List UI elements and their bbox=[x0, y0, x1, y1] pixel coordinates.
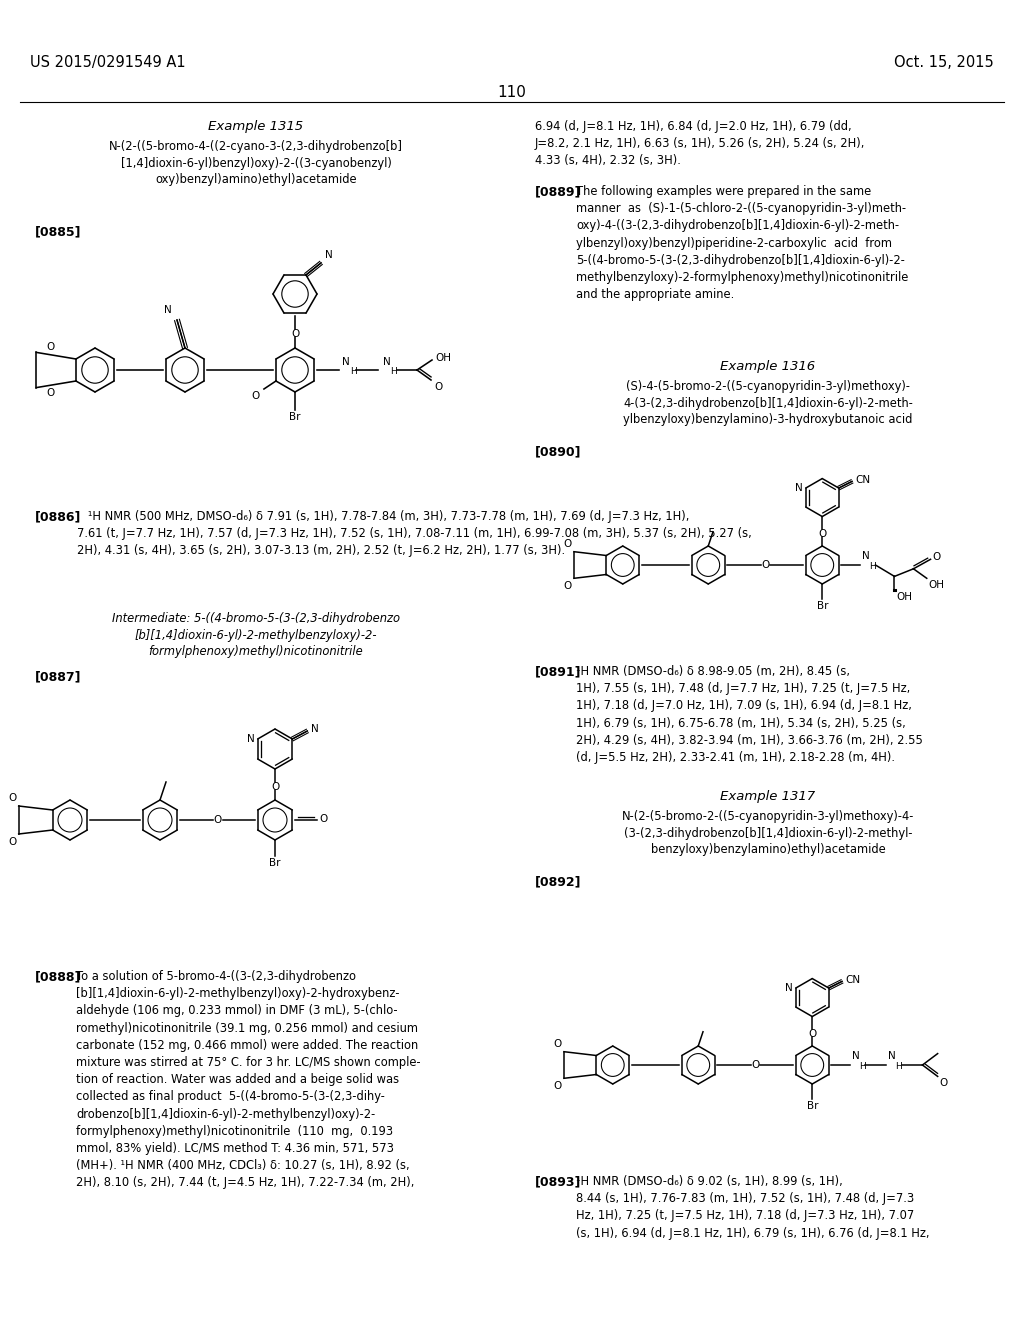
Text: H: H bbox=[350, 367, 356, 376]
Text: [0887]: [0887] bbox=[35, 671, 82, 682]
Text: Br: Br bbox=[269, 858, 281, 869]
Text: ¹H NMR (DMSO-d₆) δ 8.98-9.05 (m, 2H), 8.45 (s,
1H), 7.55 (s, 1H), 7.48 (d, J=7.7: ¹H NMR (DMSO-d₆) δ 8.98-9.05 (m, 2H), 8.… bbox=[575, 665, 923, 764]
Text: N-(2-((5-bromo-4-((2-cyano-3-(2,3-dihydrobenzo[b]
[1,4]dioxin-6-yl)benzyl)oxy)-2: N-(2-((5-bromo-4-((2-cyano-3-(2,3-dihydr… bbox=[109, 140, 403, 186]
Text: O: O bbox=[554, 1081, 562, 1092]
Text: H: H bbox=[895, 1063, 902, 1072]
Text: O: O bbox=[271, 781, 280, 792]
Text: N: N bbox=[311, 723, 319, 734]
Text: Oct. 15, 2015: Oct. 15, 2015 bbox=[894, 55, 994, 70]
Text: O: O bbox=[933, 552, 941, 562]
Text: O: O bbox=[564, 581, 572, 591]
Text: Br: Br bbox=[816, 601, 828, 611]
Text: [0885]: [0885] bbox=[35, 224, 82, 238]
Text: To a solution of 5-bromo-4-((3-(2,3-dihydrobenzo
[b][1,4]dioxin-6-yl)-2-methylbe: To a solution of 5-bromo-4-((3-(2,3-dihy… bbox=[76, 970, 421, 1189]
Text: N: N bbox=[342, 356, 350, 367]
Text: [0893]: [0893] bbox=[535, 1175, 582, 1188]
Text: O: O bbox=[46, 388, 54, 399]
Text: N-(2-(5-bromo-2-((5-cyanopyridin-3-yl)methoxy)-4-
(3-(2,3-dihydrobenzo[b][1,4]di: N-(2-(5-bromo-2-((5-cyanopyridin-3-yl)me… bbox=[622, 810, 914, 855]
Text: Example 1315: Example 1315 bbox=[209, 120, 303, 133]
Text: O: O bbox=[252, 391, 260, 401]
Text: CN: CN bbox=[846, 975, 861, 986]
Text: Example 1316: Example 1316 bbox=[721, 360, 815, 374]
Text: O: O bbox=[564, 539, 572, 549]
Text: O: O bbox=[319, 814, 328, 824]
Text: N: N bbox=[888, 1051, 896, 1061]
Text: O: O bbox=[818, 528, 826, 539]
Text: N: N bbox=[325, 249, 333, 260]
Text: Example 1317: Example 1317 bbox=[721, 789, 815, 803]
Text: O: O bbox=[8, 793, 16, 803]
Text: O: O bbox=[808, 1028, 816, 1039]
Text: O: O bbox=[434, 381, 442, 392]
Text: ¹H NMR (500 MHz, DMSO-d₆) δ 7.91 (s, 1H), 7.78-7.84 (m, 3H), 7.73-7.78 (m, 1H), : ¹H NMR (500 MHz, DMSO-d₆) δ 7.91 (s, 1H)… bbox=[77, 510, 752, 557]
Text: OH: OH bbox=[896, 591, 912, 602]
Text: O: O bbox=[291, 329, 299, 339]
Text: N: N bbox=[852, 1051, 860, 1061]
Text: Br: Br bbox=[807, 1101, 818, 1111]
Text: N: N bbox=[247, 734, 255, 744]
Text: (S)-4-(5-bromo-2-((5-cyanopyridin-3-yl)methoxy)-
4-(3-(2,3-dihydrobenzo[b][1,4]d: (S)-4-(5-bromo-2-((5-cyanopyridin-3-yl)m… bbox=[623, 380, 913, 426]
Text: O: O bbox=[46, 342, 54, 351]
Text: US 2015/0291549 A1: US 2015/0291549 A1 bbox=[30, 55, 185, 70]
Text: ¹H NMR (DMSO-d₆) δ 9.02 (s, 1H), 8.99 (s, 1H),
8.44 (s, 1H), 7.76-7.83 (m, 1H), : ¹H NMR (DMSO-d₆) δ 9.02 (s, 1H), 8.99 (s… bbox=[575, 1175, 930, 1239]
Text: O: O bbox=[554, 1039, 562, 1049]
Text: O: O bbox=[752, 1060, 760, 1071]
Text: N: N bbox=[796, 483, 803, 494]
Text: 110: 110 bbox=[498, 84, 526, 100]
Text: N: N bbox=[383, 356, 391, 367]
Text: H: H bbox=[859, 1063, 865, 1072]
Text: [0892]: [0892] bbox=[535, 875, 582, 888]
Text: OH: OH bbox=[929, 581, 945, 590]
Text: CN: CN bbox=[856, 475, 871, 486]
Text: H: H bbox=[868, 562, 876, 572]
Text: Br: Br bbox=[289, 412, 301, 422]
Text: N: N bbox=[164, 305, 172, 315]
Text: [0891]: [0891] bbox=[535, 665, 582, 678]
Text: O: O bbox=[213, 814, 221, 825]
Text: H: H bbox=[390, 367, 396, 376]
Text: [0888]: [0888] bbox=[35, 970, 81, 983]
Text: Intermediate: 5-((4-bromo-5-(3-(2,3-dihydrobenzo
[b][1,4]dioxin-6-yl)-2-methylbe: Intermediate: 5-((4-bromo-5-(3-(2,3-dihy… bbox=[112, 612, 400, 657]
Text: OH: OH bbox=[435, 352, 451, 363]
Text: O: O bbox=[940, 1078, 948, 1088]
Text: N: N bbox=[862, 552, 870, 561]
Text: 6.94 (d, J=8.1 Hz, 1H), 6.84 (d, J=2.0 Hz, 1H), 6.79 (dd,
J=8.2, 2.1 Hz, 1H), 6.: 6.94 (d, J=8.1 Hz, 1H), 6.84 (d, J=2.0 H… bbox=[535, 120, 865, 168]
Text: The following examples were prepared in the same
manner  as  (S)-1-(5-chloro-2-(: The following examples were prepared in … bbox=[575, 185, 908, 301]
Text: O: O bbox=[8, 837, 16, 847]
Text: [0886]: [0886] bbox=[35, 510, 81, 523]
Text: [0889]: [0889] bbox=[535, 185, 582, 198]
Text: O: O bbox=[761, 560, 769, 570]
Text: N: N bbox=[785, 983, 793, 993]
Text: [0890]: [0890] bbox=[535, 445, 582, 458]
